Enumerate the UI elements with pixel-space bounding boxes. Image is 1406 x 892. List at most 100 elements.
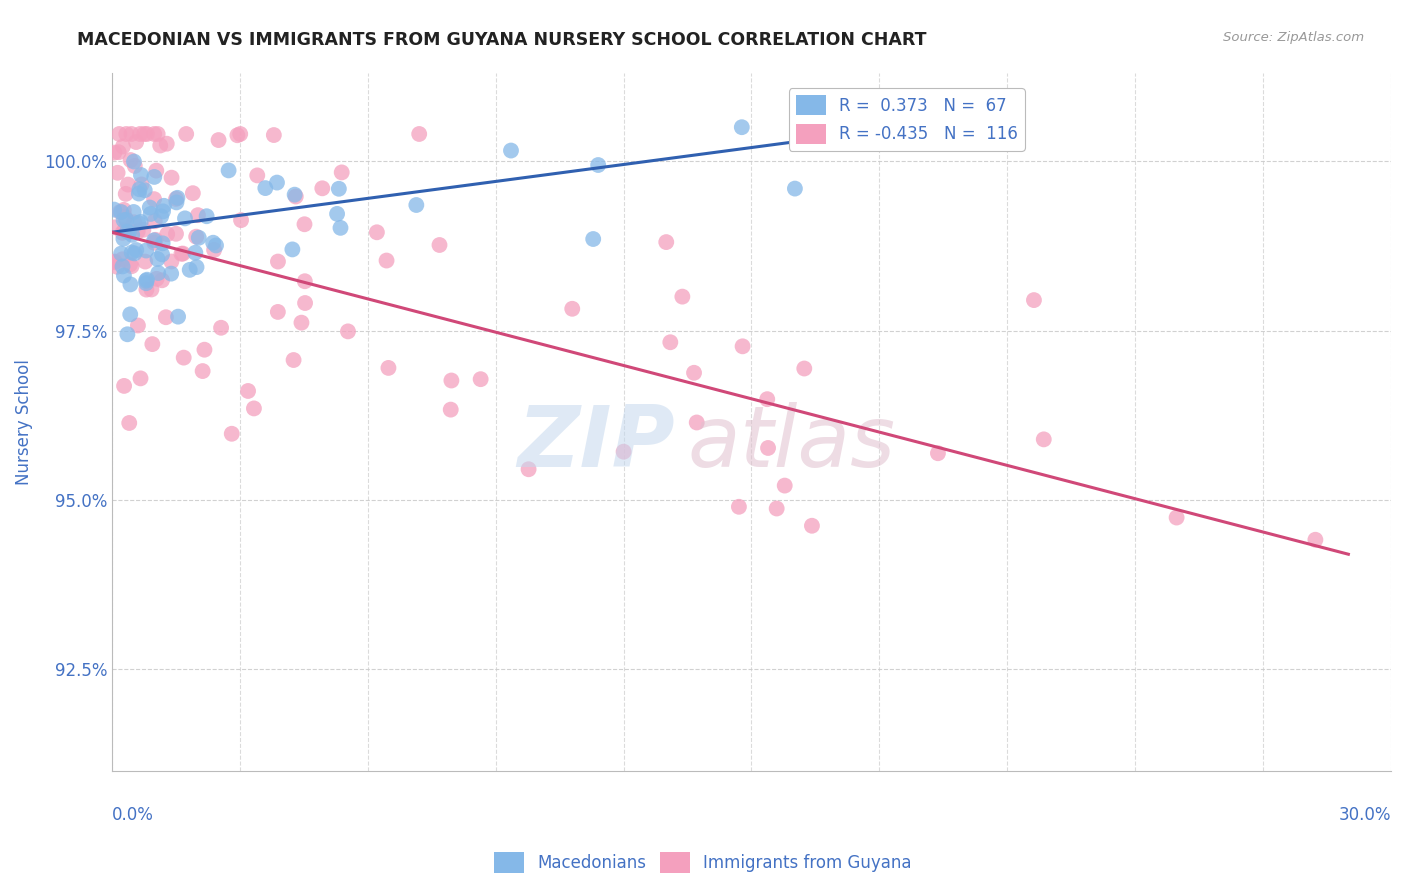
Point [284,189,307,203]
Point [107,166,129,180]
Point [1022,293,1045,307]
Point [209,320,232,334]
Point [160,254,183,268]
Point [205,238,228,252]
Point [186,229,208,244]
Point [120,153,142,167]
Point [429,238,451,252]
Point [135,283,157,297]
Point [134,183,156,197]
Point [112,379,135,393]
Point [117,327,139,342]
Point [143,235,166,250]
Point [120,307,142,321]
Point [129,127,152,141]
Point [659,335,682,350]
Point [135,274,157,288]
Point [111,139,134,153]
Point [202,243,225,257]
Point [236,384,259,398]
Text: 0.0%: 0.0% [112,806,153,824]
Point [145,233,167,247]
Point [110,205,132,219]
Point [613,444,636,458]
Point [122,205,145,219]
Point [149,138,172,153]
Point [773,478,796,492]
Point [143,233,166,247]
Point [107,145,129,160]
Point [787,120,810,135]
Point [156,227,179,242]
Point [440,374,463,388]
Point [117,178,139,192]
Point [124,159,146,173]
Point [127,216,149,230]
Point [129,168,152,182]
Point [173,351,195,365]
Point [328,182,350,196]
Point [143,214,166,228]
Point [1305,533,1327,547]
Point [221,426,243,441]
Point [121,245,143,260]
Point [103,255,125,269]
Point [143,127,166,141]
Point [139,207,162,221]
Point [582,232,605,246]
Point [165,227,187,241]
Point [195,209,218,223]
Point [156,136,179,151]
Point [728,500,751,514]
Point [263,128,285,142]
Point [266,176,288,190]
Point [135,244,157,258]
Point [152,236,174,251]
Point [134,127,156,141]
Point [731,120,754,135]
Legend: R =  0.373   N =  67, R = -0.435   N =  116: R = 0.373 N = 67, R = -0.435 N = 116 [789,88,1025,151]
Point [166,191,188,205]
Point [145,272,167,286]
Point [104,254,127,268]
Point [146,127,169,141]
Point [267,305,290,319]
Point [128,182,150,196]
Point [112,268,135,283]
Point [143,169,166,184]
Text: Source: ZipAtlas.com: Source: ZipAtlas.com [1223,31,1364,45]
Point [655,235,678,249]
Text: 30.0%: 30.0% [1339,806,1391,824]
Point [111,226,134,240]
Point [165,195,187,210]
Point [108,127,131,141]
Point [124,246,146,260]
Point [125,135,148,149]
Text: MACEDONIAN VS IMMIGRANTS FROM GUYANA NURSERY SCHOOL CORRELATION CHART: MACEDONIAN VS IMMIGRANTS FROM GUYANA NUR… [77,31,927,49]
Point [112,232,135,246]
Point [405,198,427,212]
Point [283,353,305,368]
Point [375,253,398,268]
Point [267,254,290,268]
Point [103,202,125,217]
Point [125,243,148,257]
Point [114,186,136,201]
Point [132,223,155,237]
Point [765,501,787,516]
Point [152,204,174,219]
Point [218,163,240,178]
Point [243,401,266,416]
Point [150,273,173,287]
Point [686,416,709,430]
Point [517,462,540,476]
Point [329,220,352,235]
Point [160,170,183,185]
Point [110,246,132,260]
Point [145,163,167,178]
Point [121,227,143,242]
Point [1166,510,1188,524]
Point [150,210,173,224]
Point [246,169,269,183]
Point [111,252,134,267]
